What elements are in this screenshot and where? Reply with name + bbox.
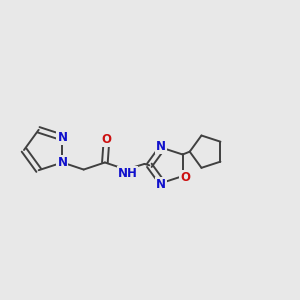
Text: NH: NH: [118, 167, 137, 180]
Text: N: N: [156, 140, 166, 153]
Text: N: N: [57, 156, 68, 169]
Text: N: N: [57, 131, 68, 144]
Text: O: O: [180, 171, 190, 184]
Text: O: O: [101, 133, 111, 146]
Text: N: N: [156, 178, 166, 191]
